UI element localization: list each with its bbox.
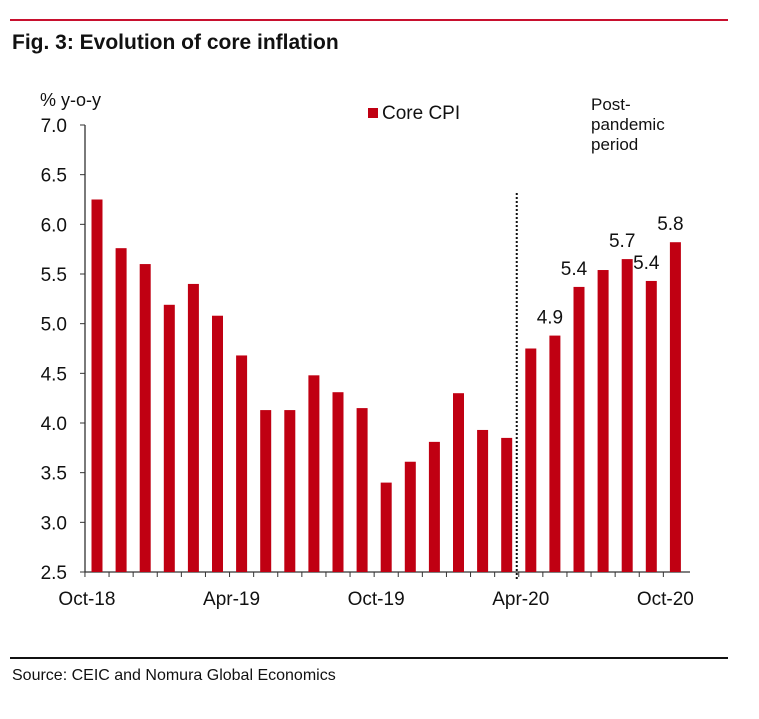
- x-tick-label: Apr-19: [203, 589, 260, 610]
- y-tick-label: 6.5: [41, 166, 67, 187]
- bottom-rule: [10, 657, 728, 659]
- y-tick-label: 7.0: [41, 116, 67, 137]
- legend-label: Core CPI: [382, 103, 460, 124]
- annotation-text: period: [591, 135, 638, 154]
- bar-oct-18: [91, 199, 103, 572]
- y-tick-label: 5.0: [41, 315, 67, 336]
- data-label: 5.4: [633, 253, 660, 274]
- bar-may-19: [260, 410, 272, 572]
- bar-feb-19: [187, 283, 199, 572]
- y-tick-label: 4.5: [41, 364, 67, 385]
- data-label: 5.7: [609, 231, 635, 252]
- bar-apr-19: [236, 355, 248, 572]
- data-label: 5.8: [657, 214, 683, 235]
- y-tick-label: 3.5: [41, 464, 67, 485]
- data-label: 4.9: [537, 308, 563, 329]
- bar-oct-20: [669, 242, 681, 573]
- bar-nov-19: [404, 461, 416, 572]
- bar-aug-19: [332, 392, 344, 572]
- legend-swatch: [368, 108, 378, 118]
- y-tick-label: 5.5: [41, 265, 67, 286]
- bar-sep-19: [356, 408, 368, 572]
- bar-aug-20: [621, 259, 633, 572]
- x-tick-label: Oct-19: [348, 589, 405, 610]
- bar-jul-20: [597, 270, 609, 572]
- bar-jul-19: [308, 375, 320, 572]
- annotation-text: Post-: [591, 95, 631, 114]
- bar-oct-19: [380, 482, 392, 572]
- annotation-text: pandemic: [591, 115, 665, 134]
- top-rule: [10, 19, 728, 21]
- x-tick-label: Apr-20: [492, 589, 549, 610]
- bar-mar-20: [501, 437, 513, 572]
- bar-apr-20: [525, 348, 537, 572]
- bar-may-20: [549, 335, 561, 572]
- y-tick-label: 6.0: [41, 215, 67, 236]
- y-tick-label: 4.0: [41, 414, 67, 435]
- chart-title: Fig. 3: Evolution of core inflation: [12, 31, 339, 54]
- source-note: Source: CEIC and Nomura Global Economics: [12, 667, 336, 684]
- bar-mar-19: [212, 315, 223, 572]
- bar-nov-18: [115, 248, 127, 572]
- x-tick-label: Oct-20: [637, 589, 694, 610]
- bar-jun-19: [284, 410, 296, 572]
- y-tick-label: 2.5: [41, 563, 67, 584]
- bar-jan-20: [453, 393, 464, 572]
- bar-jun-20: [573, 286, 585, 572]
- bar-dec-19: [428, 441, 440, 572]
- bar-feb-20: [477, 429, 489, 572]
- y-axis-label: % y-o-y: [40, 90, 101, 110]
- bar-dec-18: [139, 264, 151, 572]
- data-label: 5.4: [561, 259, 588, 280]
- bar-jan-19: [163, 304, 175, 572]
- x-tick-label: Oct-18: [58, 589, 115, 610]
- y-tick-label: 3.0: [41, 513, 67, 534]
- bar-sep-20: [645, 280, 657, 572]
